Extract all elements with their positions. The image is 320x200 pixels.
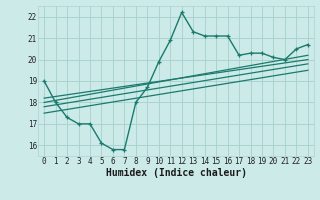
- X-axis label: Humidex (Indice chaleur): Humidex (Indice chaleur): [106, 168, 246, 178]
